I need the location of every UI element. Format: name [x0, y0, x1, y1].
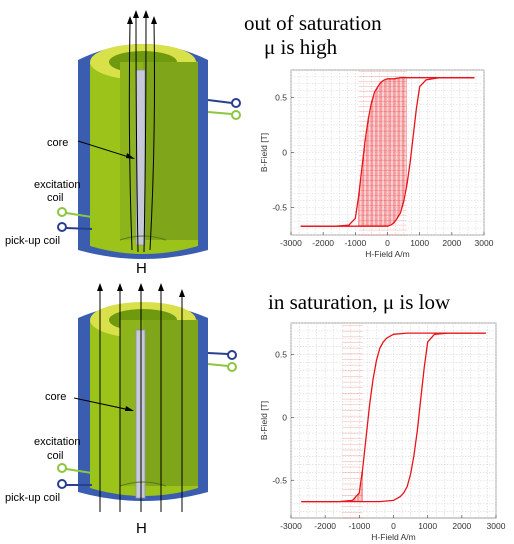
bottom-hysteresis-chart: -3000 -2000 -1000 0 1000 2000 3000 0.5 0 -0.5 H-Fi… [259, 322, 506, 542]
hysteresis-branch-ascending [300, 77, 475, 227]
x-tick-label: 2000 [452, 521, 471, 531]
bottom-terminal-green [227, 362, 237, 372]
y-tick-label: 0 [282, 148, 287, 158]
y-tick-label: -0.5 [272, 475, 287, 485]
x-tick-label: 1000 [410, 238, 429, 248]
top-field-lines [128, 15, 155, 253]
bottom-pickup-label: pick-up coil [5, 492, 60, 504]
top-terminal-blue [231, 98, 241, 108]
top-excitation-label-line2: coil [47, 192, 64, 204]
bottom-heading: in saturation, μ is low [268, 290, 451, 314]
y-tick-label: 0.5 [275, 349, 287, 359]
x-axis-label: H-Field A/m [365, 249, 409, 259]
x-tick-label: 3000 [475, 238, 494, 248]
bottom-field-lines [99, 290, 183, 512]
x-tick-label: -2000 [314, 521, 336, 531]
top-pickup-terminal-green [57, 207, 67, 217]
hysteresis-branch-descending [300, 77, 475, 227]
top-pickup-terminal-blue [57, 222, 67, 232]
bottom-pickup-terminal-blue [57, 479, 67, 489]
top-heading-line1: out of saturation [244, 11, 382, 35]
x-tick-label: 0 [391, 521, 396, 531]
top-field-arrowheads [127, 10, 157, 24]
x-tick-label: -3000 [280, 238, 302, 248]
bottom-excitation-label-line1: excitation [34, 436, 80, 448]
bottom-excitation-label-line2: coil [47, 450, 64, 462]
bottom-field-arrowheads [97, 283, 185, 297]
x-tick-label: 1000 [418, 521, 437, 531]
bottom-field-h-label: H [136, 520, 147, 537]
top-excitation-label-line1: excitation [34, 179, 80, 191]
x-tick-label: -1000 [344, 238, 366, 248]
x-tick-label: -2000 [312, 238, 334, 248]
x-tick-label: 3000 [487, 521, 506, 531]
top-fluxgate-illustration: core excitation coil pick-up coil H [5, 10, 241, 277]
top-terminal-green [231, 110, 241, 120]
bottom-core-label: core [45, 391, 66, 403]
y-tick-label: -0.5 [272, 203, 287, 213]
top-pickup-label: pick-up coil [5, 235, 60, 247]
x-axis-label: H-Field A/m [371, 532, 415, 542]
top-field-h-label: H [136, 260, 147, 277]
x-tick-label: 2000 [442, 238, 461, 248]
top-hysteresis-chart: -3000 -2000 -1000 0 1000 2000 3000 0.5 0 -0.5 H-Fi… [259, 69, 494, 259]
top-core-label: core [47, 137, 68, 149]
y-axis-label: B-Field [T] [259, 401, 269, 440]
hysteresis-branch-ascending [301, 332, 486, 503]
x-tick-label: -3000 [280, 521, 302, 531]
y-axis-label: B-Field [T] [259, 133, 269, 172]
top-heading-line2: μ is high [264, 35, 338, 59]
x-tick-label: -1000 [348, 521, 370, 531]
bottom-pickup-terminal-green [57, 463, 67, 473]
bottom-fluxgate-illustration: core excitation coil pick-up coil H [5, 283, 237, 537]
x-tick-label: 0 [385, 238, 390, 248]
y-tick-label: 0 [282, 412, 287, 422]
bottom-terminal-blue [227, 350, 237, 360]
y-tick-label: 0.5 [275, 93, 287, 103]
hysteresis-branch-descending [301, 332, 486, 503]
